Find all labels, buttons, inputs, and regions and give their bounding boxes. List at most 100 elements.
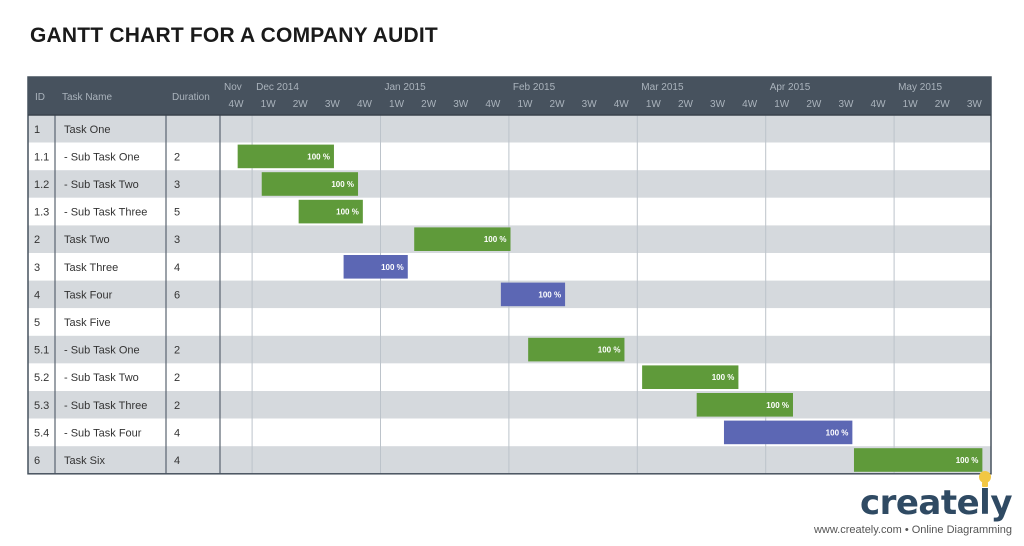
week-label: 3W: [838, 99, 854, 110]
task-name: - Sub Task Two: [64, 372, 139, 384]
task-bar: [853, 448, 983, 472]
week-label: 1W: [646, 99, 662, 110]
task-id: 1.3: [34, 207, 49, 219]
task-progress-label: 100 %: [381, 263, 404, 272]
month-label: Feb 2015: [513, 82, 556, 93]
week-label: 4W: [229, 99, 245, 110]
table-row: [28, 253, 991, 281]
task-progress-label: 100 %: [598, 346, 621, 355]
task-duration: 3: [174, 234, 180, 246]
task-id: 4: [34, 289, 40, 301]
task-name: - Sub Task Two: [64, 179, 139, 191]
table-row: [28, 391, 991, 419]
week-label: 3W: [967, 99, 983, 110]
task-name: Task Three: [64, 262, 118, 274]
table-row: [28, 142, 991, 171]
month-label: Mar 2015: [641, 82, 684, 93]
table-header: [28, 77, 991, 115]
week-label: 2W: [293, 99, 309, 110]
week-label: 3W: [710, 99, 726, 110]
task-duration: 4: [174, 427, 180, 439]
task-name: Task Two: [64, 234, 110, 246]
table-row: [28, 363, 991, 391]
task-bar: [500, 282, 566, 307]
creately-logo: creately www.creately.com • Online Diagr…: [792, 471, 1013, 536]
task-progress-label: 100 %: [331, 180, 354, 189]
table-row: [28, 446, 991, 474]
week-label: 1W: [774, 99, 790, 110]
week-label: 2W: [678, 99, 694, 110]
week-label: 1W: [903, 99, 919, 110]
week-label: 3W: [325, 99, 341, 110]
table-row: [28, 115, 991, 143]
task-duration: 4: [174, 262, 180, 274]
table-row: [28, 197, 991, 226]
task-duration: 3: [174, 179, 180, 191]
week-label: 2W: [806, 99, 822, 110]
table-border: [27, 76, 992, 475]
task-id: 1: [34, 124, 40, 136]
task-name: - Sub Task Three: [64, 400, 147, 412]
task-name: Task Six: [64, 455, 105, 467]
task-id: 5.1: [34, 345, 49, 357]
task-id: 5.2: [34, 372, 49, 384]
week-label: 4W: [485, 99, 501, 110]
lightbulb-icon: [979, 471, 991, 487]
task-progress-label: 100 %: [956, 456, 979, 465]
task-id: 1.1: [34, 151, 49, 163]
task-id: 5: [34, 317, 40, 329]
header-duration: Duration: [172, 92, 210, 103]
task-bar: [261, 172, 359, 196]
task-name: - Sub Task One: [64, 345, 140, 357]
task-bar: [642, 365, 739, 389]
task-progress-label: 100 %: [336, 208, 359, 217]
task-id: 3: [34, 262, 40, 274]
task-id: 2: [34, 234, 40, 246]
task-id: 5.3: [34, 400, 49, 412]
task-name: Task Four: [64, 289, 113, 301]
task-bar: [723, 420, 853, 445]
week-label: 4W: [614, 99, 630, 110]
chart-title: GANTT CHART FOR A COMPANY AUDIT: [30, 24, 438, 47]
task-id: 5.4: [34, 427, 49, 439]
week-label: 2W: [421, 99, 437, 110]
month-label: May 2015: [898, 82, 942, 93]
week-label: 1W: [389, 99, 405, 110]
month-label: Jan 2015: [385, 82, 427, 93]
task-bar: [343, 255, 408, 279]
week-label: 4W: [871, 99, 887, 110]
task-bar: [298, 199, 363, 224]
task-duration: 2: [174, 372, 180, 384]
month-label: Apr 2015: [770, 82, 811, 93]
task-duration: 5: [174, 207, 180, 219]
task-bar: [237, 144, 334, 169]
table-row: [28, 308, 991, 336]
task-duration: 2: [174, 151, 180, 163]
logo-tagline: www.creately.com • Online Diagramming: [813, 524, 1012, 536]
task-name: Task Five: [64, 317, 110, 329]
logo-wordmark: creately: [859, 483, 1013, 523]
task-id: 1.2: [34, 179, 49, 191]
task-duration: 4: [174, 455, 180, 467]
task-name: - Sub Task Four: [64, 427, 142, 439]
week-label: 1W: [261, 99, 277, 110]
task-progress-label: 100 %: [484, 235, 507, 244]
task-name: - Sub Task Three: [64, 207, 147, 219]
table-row: [28, 170, 991, 198]
week-label: 3W: [582, 99, 598, 110]
task-id: 6: [34, 455, 40, 467]
month-label: Nov: [224, 82, 242, 93]
week-label: 1W: [517, 99, 533, 110]
week-label: 4W: [742, 99, 758, 110]
week-label: 2W: [935, 99, 951, 110]
task-duration: 6: [174, 289, 180, 301]
table-row: [28, 335, 991, 364]
task-progress-label: 100 %: [766, 401, 789, 410]
task-name: - Sub Task One: [64, 151, 140, 163]
task-name: Task One: [64, 124, 110, 136]
month-label: Dec 2014: [256, 82, 299, 93]
task-bar: [528, 337, 625, 362]
task-progress-label: 100 %: [712, 373, 735, 382]
header-task-name: Task Name: [62, 92, 112, 103]
